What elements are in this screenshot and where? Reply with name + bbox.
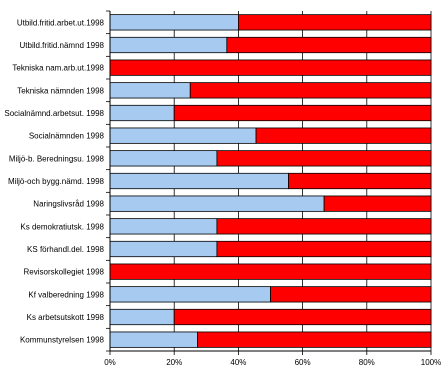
- category-label: Kommunstyrelsen 1998: [20, 336, 105, 345]
- bar-segment: [109, 308, 175, 326]
- x-tick-label: 100%: [421, 358, 441, 367]
- category-labels: Utbild.fritid.arbet.ut.1998 Utbild.fritid…: [4, 18, 104, 344]
- x-tick-labels: 0% 20% 40% 60% 80% 100%: [104, 358, 441, 367]
- category-label: Socialnämnd.arbetsut. 1998: [4, 109, 104, 118]
- bar-segment: [109, 14, 239, 31]
- bar-segment: [197, 331, 432, 348]
- x-tick-label: 0%: [104, 358, 116, 367]
- category-label: Tekniska nam.arb.ut.1998: [12, 64, 104, 73]
- bar-segment: [216, 150, 432, 167]
- bar-segment: [109, 59, 432, 76]
- category-label: Tekniska nämnden 1998: [17, 86, 104, 95]
- bar-segment: [288, 172, 432, 190]
- bar-segment: [109, 172, 289, 190]
- category-label: Ks demokratiutsk. 1998: [20, 222, 104, 231]
- bar-segment: [173, 308, 432, 326]
- bar-segment: [226, 36, 432, 54]
- bar-segment: [109, 331, 199, 348]
- bar-segment: [255, 127, 432, 144]
- axes: [106, 10, 432, 355]
- bar-segment: [216, 240, 432, 258]
- category-label: Utbild.fritid.nämnd 1998: [20, 41, 105, 50]
- category-label: KS förhandl.del. 1998: [27, 245, 104, 254]
- category-label: Ks arbetsutskott 1998: [27, 313, 105, 322]
- bar-segment: [173, 104, 432, 122]
- x-tick-label: 40%: [230, 358, 246, 367]
- x-tick-label: 80%: [359, 358, 375, 367]
- bar-segment: [109, 218, 218, 235]
- bar-segment: [109, 195, 325, 212]
- bar-segment: [323, 195, 432, 212]
- x-tick-label: 60%: [295, 358, 311, 367]
- category-label: Revisorskollegiet 1998: [24, 268, 105, 277]
- bar-segment: [109, 240, 218, 258]
- bar-segment: [109, 127, 257, 144]
- bar-segment: [109, 150, 218, 167]
- category-label: Kf valberedning 1998: [28, 290, 104, 299]
- bars: [109, 14, 432, 348]
- bar-segment: [189, 82, 432, 99]
- category-label: Socialnämnden 1998: [29, 132, 105, 141]
- category-label: Utbild.fritid.arbet.ut.1998: [17, 18, 105, 27]
- category-label: Naringslivsråd 1998: [33, 200, 104, 209]
- bar-segment: [237, 14, 432, 31]
- category-label: Miljö-b. Beredningsu. 1998: [9, 154, 105, 163]
- bar-segment: [109, 104, 175, 122]
- bar-segment: [109, 36, 228, 54]
- bar-segment: [109, 263, 432, 280]
- bar-segment: [216, 218, 432, 235]
- bar-segment: [270, 286, 432, 303]
- bar-segment: [109, 82, 191, 99]
- bar-segment: [109, 286, 271, 303]
- category-label: Miljö-och bygg.nämd. 1998: [8, 177, 105, 186]
- x-tick-label: 20%: [166, 358, 182, 367]
